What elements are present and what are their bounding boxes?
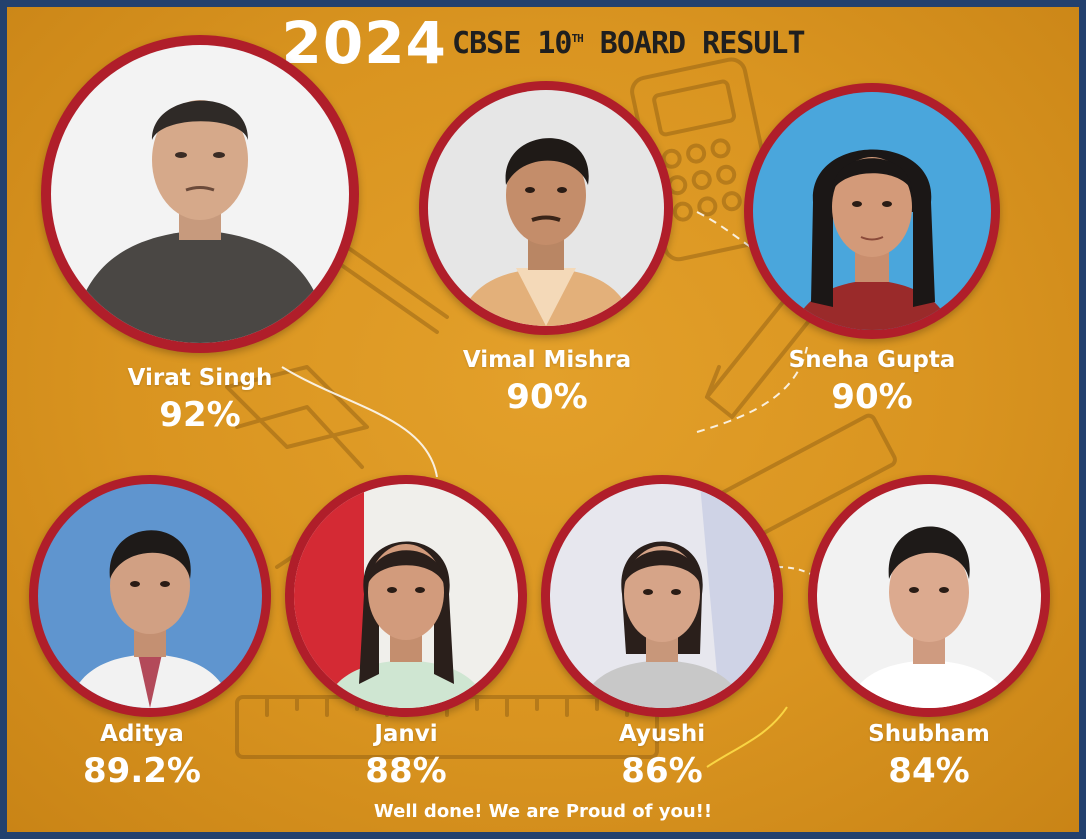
- student-photo: [428, 90, 664, 326]
- student-name: Janvi: [374, 721, 438, 747]
- student-name: Vimal Mishra: [462, 347, 632, 373]
- student-photo: [51, 45, 349, 343]
- student-percent: 92%: [159, 395, 241, 435]
- student-photo: [817, 484, 1041, 708]
- student-percent: 90%: [506, 377, 588, 417]
- title-superscript: TH: [571, 31, 583, 45]
- student-percent: 89.2%: [83, 751, 201, 791]
- student-percent: 86%: [621, 751, 703, 791]
- student-name: Virat Singh: [127, 365, 273, 391]
- footer-message: Well done! We are Proud of you!!: [373, 801, 713, 822]
- student-name: Sneha Gupta: [788, 347, 956, 373]
- student-name: Ayushi: [618, 721, 706, 747]
- title-text-tail: BOARD RESULT: [582, 25, 806, 61]
- student-name: Shubham: [868, 721, 990, 747]
- student-photo: [753, 92, 991, 330]
- poster-title: 2024 CBSE 10TH BOARD RESULT: [7, 9, 1079, 77]
- title-text-main: CBSE 10: [452, 25, 572, 61]
- student-photo: [294, 484, 518, 708]
- student-name: Aditya: [100, 721, 184, 747]
- student-percent: 84%: [888, 751, 970, 791]
- student-percent: 90%: [831, 377, 913, 417]
- student-percent: 88%: [365, 751, 447, 791]
- result-poster: 2024 CBSE 10TH BOARD RESULT Virat Singh …: [7, 7, 1079, 832]
- student-photo: [550, 484, 774, 708]
- title-year: 2024: [281, 9, 447, 77]
- title-text: CBSE 10TH BOARD RESULT: [452, 26, 805, 61]
- student-photo: [38, 484, 262, 708]
